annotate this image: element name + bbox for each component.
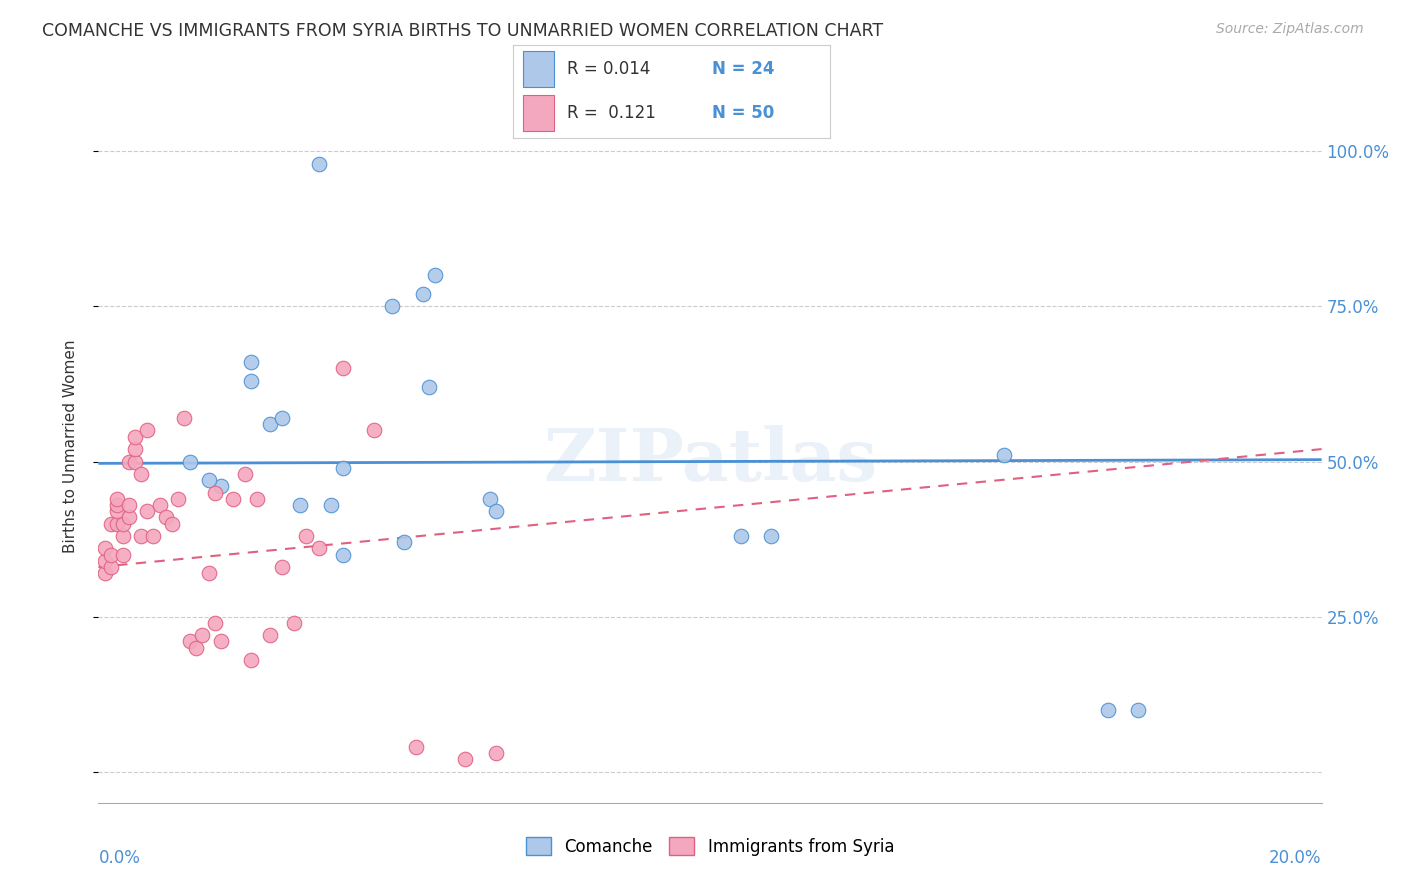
Point <box>197 566 219 581</box>
Point <box>204 485 226 500</box>
Point <box>259 417 281 432</box>
Point <box>233 467 256 481</box>
Point <box>412 287 434 301</box>
Text: N = 24: N = 24 <box>713 60 775 78</box>
Point <box>136 424 159 438</box>
Point <box>392 535 416 549</box>
Text: COMANCHE VS IMMIGRANTS FROM SYRIA BIRTHS TO UNMARRIED WOMEN CORRELATION CHART: COMANCHE VS IMMIGRANTS FROM SYRIA BIRTHS… <box>42 22 883 40</box>
Point <box>100 516 122 531</box>
Bar <box>523 51 554 87</box>
Point <box>124 442 146 456</box>
Text: N = 50: N = 50 <box>713 104 775 122</box>
Point <box>295 529 318 543</box>
Point <box>381 299 404 313</box>
Point <box>485 504 508 518</box>
Text: 0.0%: 0.0% <box>98 849 141 867</box>
Point <box>173 411 195 425</box>
Bar <box>523 95 554 131</box>
Point <box>149 498 172 512</box>
Point <box>270 560 292 574</box>
Text: R = 0.014: R = 0.014 <box>567 60 651 78</box>
Point <box>179 454 201 468</box>
Point <box>129 467 152 481</box>
Point <box>423 268 446 283</box>
Point <box>93 566 115 581</box>
Point <box>246 491 269 506</box>
Point <box>209 479 232 493</box>
Point <box>730 529 752 543</box>
Point <box>111 548 134 562</box>
Point <box>259 628 281 642</box>
Point <box>124 430 146 444</box>
Point <box>405 739 427 754</box>
Point <box>240 653 263 667</box>
Point <box>1128 703 1150 717</box>
Point <box>111 516 134 531</box>
Point <box>186 640 208 655</box>
Point <box>136 504 159 518</box>
Point <box>308 541 330 556</box>
Text: R =  0.121: R = 0.121 <box>567 104 655 122</box>
Point <box>100 548 122 562</box>
Point <box>93 541 115 556</box>
Point <box>332 460 354 475</box>
Point <box>308 156 330 170</box>
Point <box>993 448 1015 462</box>
Point <box>759 529 782 543</box>
Point <box>105 491 128 506</box>
Point <box>160 516 183 531</box>
Point <box>142 529 165 543</box>
Point <box>167 491 190 506</box>
Point <box>332 361 354 376</box>
Point <box>332 548 354 562</box>
Point <box>222 491 245 506</box>
Point <box>105 504 128 518</box>
Point <box>191 628 214 642</box>
Point <box>240 355 263 369</box>
Point <box>1097 703 1119 717</box>
Point <box>197 473 219 487</box>
Text: Source: ZipAtlas.com: Source: ZipAtlas.com <box>1216 22 1364 37</box>
Point <box>290 498 312 512</box>
Point <box>105 498 128 512</box>
Point <box>129 529 152 543</box>
Point <box>209 634 232 648</box>
Point <box>418 380 440 394</box>
Point <box>240 374 263 388</box>
Point <box>93 554 115 568</box>
Point <box>118 510 141 524</box>
Point <box>100 560 122 574</box>
Point <box>204 615 226 630</box>
Point <box>478 491 501 506</box>
Text: 20.0%: 20.0% <box>1270 849 1322 867</box>
Point <box>124 454 146 468</box>
Point <box>485 746 508 760</box>
Point <box>105 516 128 531</box>
Point <box>179 634 201 648</box>
Point <box>118 498 141 512</box>
Point <box>270 411 292 425</box>
Point <box>118 454 141 468</box>
Text: ZIPatlas: ZIPatlas <box>543 425 877 496</box>
Y-axis label: Births to Unmarried Women: Births to Unmarried Women <box>63 339 77 553</box>
Point <box>155 510 177 524</box>
Point <box>319 498 342 512</box>
Point <box>454 752 477 766</box>
Point <box>363 424 385 438</box>
Point <box>283 615 305 630</box>
Legend: Comanche, Immigrants from Syria: Comanche, Immigrants from Syria <box>519 830 901 863</box>
Point <box>111 529 134 543</box>
